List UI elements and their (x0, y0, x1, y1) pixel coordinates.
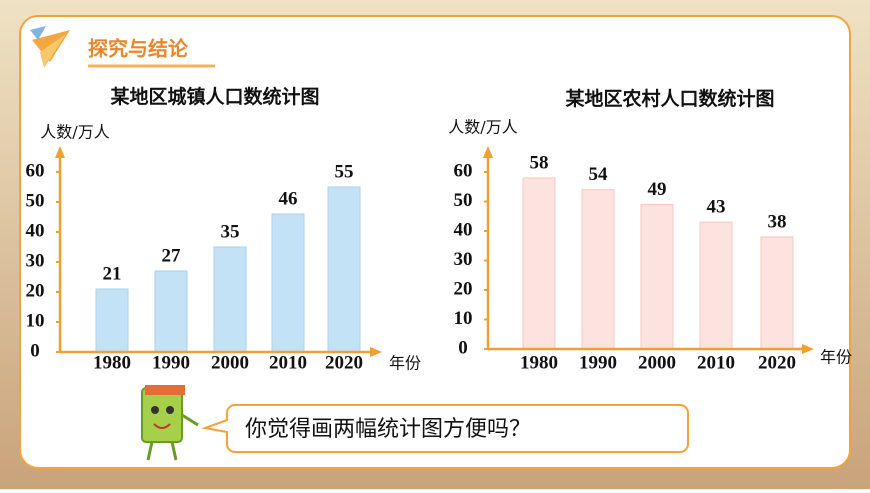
value-label: 38 (768, 211, 787, 232)
x-tick-label: 2010 (269, 352, 307, 373)
value-label: 21 (103, 263, 122, 284)
x-axis-label: 年份 (389, 354, 421, 373)
speech-text: 你觉得画两幅统计图方便吗？ (245, 417, 531, 442)
x-tick-label: 1980 (93, 352, 131, 373)
y-tick-label: 30 (454, 249, 473, 270)
bar (699, 221, 733, 350)
y-axis-arrow (483, 146, 493, 158)
y-axis-label: 人数/万人 (40, 123, 109, 142)
bar (154, 270, 188, 353)
value-label: 43 (707, 197, 726, 218)
bar (95, 288, 129, 353)
y-tick-label: 10 (26, 310, 45, 331)
y-tick-label: 30 (26, 250, 45, 271)
y-tick-label: 50 (26, 190, 45, 211)
y-tick-label: 40 (26, 220, 45, 241)
mascot (141, 385, 199, 461)
value-label: 46 (279, 188, 298, 209)
chart-title: 某地区农村人口数统计图 (565, 87, 774, 110)
bar (522, 177, 556, 350)
x-axis-arrow (370, 347, 382, 357)
y-tick-label: 20 (454, 278, 473, 299)
bar (640, 203, 674, 350)
bar (271, 213, 305, 353)
value-label: 27 (162, 245, 182, 266)
y-tick-label: 40 (454, 219, 473, 240)
panel (19, 15, 851, 469)
y-tick-label: 50 (454, 190, 473, 211)
x-tick-label: 2010 (697, 352, 735, 373)
value-label: 55 (335, 161, 354, 182)
x-tick-label: 1990 (579, 352, 617, 373)
value-label: 49 (648, 179, 667, 200)
x-tick-label: 2000 (638, 352, 676, 373)
y-tick-label: 0 (30, 340, 40, 361)
chart-title: 某地区城镇人口数统计图 (110, 85, 319, 108)
speech-bubble (201, 404, 689, 453)
x-axis-arrow (802, 344, 814, 354)
y-axis-arrow (55, 146, 65, 158)
x-tick-label: 2020 (325, 352, 363, 373)
x-tick-label: 2000 (211, 352, 249, 373)
x-tick-label: 1980 (520, 352, 558, 373)
y-tick-label: 20 (26, 280, 45, 301)
y-axis-label: 人数/万人 (448, 118, 517, 137)
y-tick-label: 60 (26, 160, 45, 181)
value-label: 35 (221, 221, 240, 242)
value-label: 58 (530, 152, 549, 173)
plane-icon (30, 26, 70, 68)
y-tick-label: 10 (454, 308, 473, 329)
x-tick-label: 1990 (152, 352, 190, 373)
y-tick-label: 0 (458, 337, 468, 358)
bar (327, 186, 361, 353)
y-tick-label: 60 (454, 160, 473, 181)
header-title: 探究与结论 (88, 37, 189, 61)
x-axis-label: 年份 (820, 348, 852, 367)
bar (213, 246, 247, 353)
value-label: 54 (589, 164, 609, 185)
bar (581, 189, 615, 350)
x-tick-label: 2020 (758, 352, 796, 373)
bar (760, 236, 794, 350)
